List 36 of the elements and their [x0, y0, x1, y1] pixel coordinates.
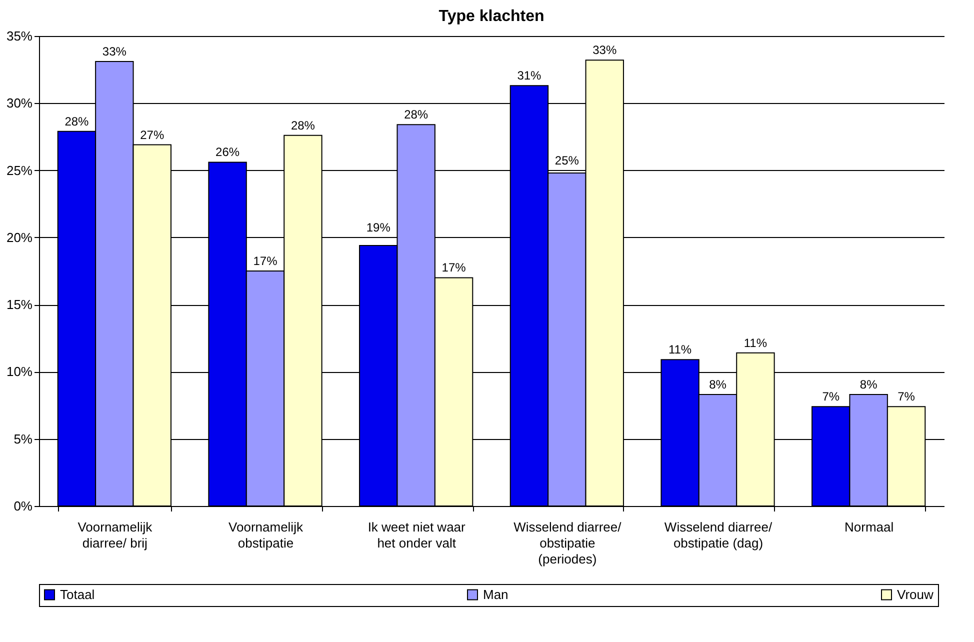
data-label: 19% — [366, 220, 391, 234]
data-label: 28% — [290, 118, 316, 132]
x-tick-label: Voornamelijk diarree/ brij — [78, 520, 153, 550]
y-tick-label: 35% — [6, 28, 33, 44]
y-tick-label: 20% — [6, 230, 33, 245]
y-tick-label: 30% — [6, 96, 33, 111]
data-label: 27% — [140, 128, 164, 142]
data-label: 33% — [592, 43, 617, 58]
data-label: 28% — [404, 108, 428, 122]
y-tick-label: 15% — [6, 297, 33, 312]
x-tick-label: Wisselend diarree/ obstipatie (periodes) — [514, 520, 622, 566]
legend-label: Man — [483, 586, 508, 602]
y-tick-label: 0% — [14, 498, 33, 514]
data-label: 31% — [517, 68, 542, 83]
y-tick-label: 5% — [14, 431, 33, 446]
y-tick-label: 10% — [6, 364, 33, 380]
x-tick-label: Normaal — [844, 520, 894, 534]
data-label: 17% — [442, 260, 466, 275]
data-label: 11% — [668, 342, 692, 357]
data-label: 26% — [216, 145, 240, 160]
chart-title: Type klachten — [438, 8, 544, 25]
x-tick-label: Wisselend diarree/ obstipatie (dag) — [664, 520, 772, 550]
data-label: 7% — [898, 390, 916, 404]
data-label: 8% — [709, 378, 727, 392]
y-tick-label: 25% — [6, 162, 33, 178]
data-label: 25% — [554, 153, 580, 168]
data-label: 28% — [64, 114, 90, 128]
data-label: 33% — [102, 44, 127, 59]
data-label: 7% — [822, 390, 840, 404]
x-tick-label: Voornamelijk obstipatie — [228, 520, 304, 550]
data-label: 8% — [860, 378, 878, 392]
legend-label: Totaal — [60, 586, 95, 602]
data-label: 17% — [253, 254, 278, 268]
legend-label: Vrouw — [897, 586, 934, 602]
x-tick-label: Ik weet niet waar het onder valt — [368, 520, 466, 550]
data-label: 11% — [744, 336, 768, 350]
